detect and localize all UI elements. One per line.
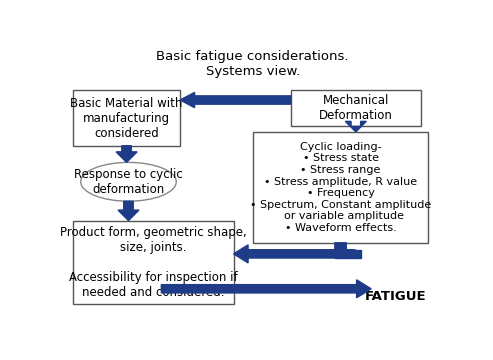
FancyArrow shape bbox=[118, 201, 139, 221]
Ellipse shape bbox=[81, 162, 176, 201]
FancyBboxPatch shape bbox=[73, 90, 180, 146]
Text: Cyclic loading-
• Stress state
• Stress range
• Stress amplitude, R value
• Freq: Cyclic loading- • Stress state • Stress … bbox=[250, 142, 431, 233]
FancyArrow shape bbox=[335, 243, 346, 254]
Text: Mechanical
Deformation: Mechanical Deformation bbox=[319, 94, 393, 122]
Text: Basic Material with
manufacturing
considered: Basic Material with manufacturing consid… bbox=[70, 96, 183, 140]
Text: FATIGUE: FATIGUE bbox=[365, 290, 427, 303]
FancyBboxPatch shape bbox=[252, 132, 428, 243]
FancyArrow shape bbox=[116, 146, 137, 162]
Text: Response to cyclic
deformation: Response to cyclic deformation bbox=[74, 168, 183, 196]
FancyBboxPatch shape bbox=[291, 90, 421, 126]
FancyArrow shape bbox=[234, 245, 355, 263]
FancyArrow shape bbox=[345, 121, 366, 132]
Text: Basic fatigue considerations.
Systems view.: Basic fatigue considerations. Systems vi… bbox=[156, 50, 349, 78]
FancyArrow shape bbox=[161, 280, 371, 298]
Text: Product form, geometric shape,
size, joints.

Accessibility for inspection if
ne: Product form, geometric shape, size, joi… bbox=[60, 226, 246, 299]
FancyBboxPatch shape bbox=[73, 221, 234, 304]
FancyArrow shape bbox=[180, 93, 291, 108]
Bar bbox=[335, 250, 361, 258]
